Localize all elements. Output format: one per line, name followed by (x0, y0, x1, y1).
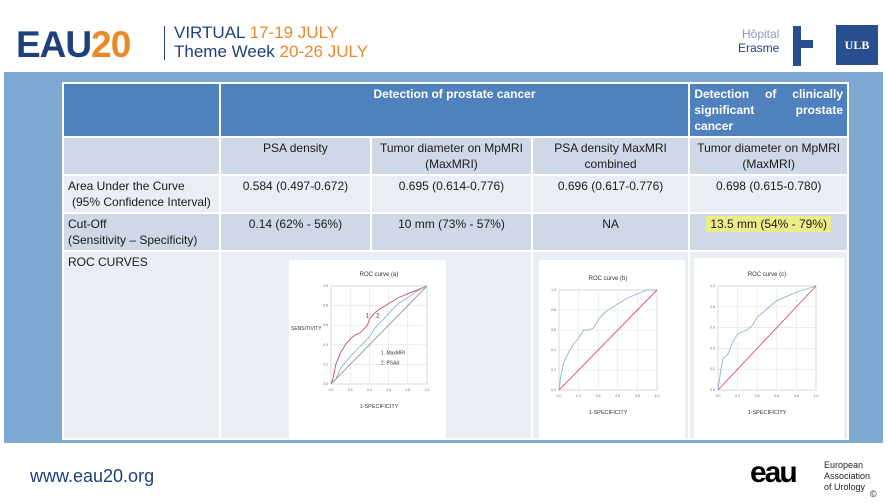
roc-series-line (717, 285, 817, 391)
group-header-detection: Detection of prostate cancer (218, 82, 691, 138)
row-label: Cut-Off (Sensitivity – Specificity) (62, 212, 221, 252)
cell: 0.698 (0.615-0.780) (688, 174, 849, 214)
roc-chart-b: ROC curve (b) 0.00.0 0.2 0.2 0.4 0.4 0.6 0.6 0.8… (538, 260, 685, 438)
y-tick-label: 1.0 (710, 284, 715, 288)
table-subheader-row: PSA density Tumor diameter on MpMRI (Max… (62, 136, 849, 176)
y-tick-label: 0.8 (551, 308, 556, 312)
y-tick-label: 0.4 (323, 343, 328, 347)
y-tick-label: 0.0 (551, 388, 556, 392)
y-tick-label: 0.0 (710, 388, 715, 392)
x-tick-label: 1.0 (814, 394, 819, 398)
cell: 0.695 (0.614-0.776) (370, 174, 533, 214)
roc-chart-c: ROC curve (c) 0.00.0 0.2 0.2 0.4 0.4 0.6 0.6 0.8… (694, 258, 845, 438)
slide-header: EAU20 VIRTUAL 17-19 JULY Theme Week 20-2… (0, 0, 888, 72)
chart-title: ROC curve (b) (588, 276, 627, 282)
roc-chart-a: ROC curve (a) 0.00.0 0.2 0.2 0.4 0.4 0.6 0.6 0.8… (288, 260, 446, 438)
x-tick-label: 0.6 (386, 388, 391, 392)
column-header: PSA density (218, 136, 373, 176)
empty-cell (62, 82, 221, 138)
empty-cell (62, 136, 221, 176)
y-tick-label: 0.6 (323, 323, 328, 327)
x-tick-label: 0.4 (367, 388, 372, 392)
y-tick-label: 0.8 (323, 304, 328, 308)
cell: 10 mm (73% - 57%) (370, 212, 533, 252)
y-tick-label: 1.0 (323, 284, 328, 288)
x-tick-label: 1.0 (424, 388, 429, 392)
event-tagline: VIRTUAL 17-19 JULY Theme Week 20-26 JULY (174, 23, 369, 61)
x-tick-label: 0.2 (347, 388, 352, 392)
curve-label: 1 (365, 313, 369, 319)
plot-area (330, 285, 427, 385)
y-tick-label: 0.6 (710, 326, 715, 330)
x-tick-label: 0.6 (615, 394, 620, 398)
x-tick-label: 0.8 (794, 394, 799, 398)
x-tick-label: 0.4 (596, 394, 601, 398)
eau-org-name: European Association of Urology (824, 460, 871, 492)
x-tick-label: 0.0 (328, 388, 333, 392)
x-tick-label: 0.2 (736, 394, 741, 398)
y-tick-label: 0.6 (551, 328, 556, 332)
table-row: Area Under the Curve (95% Confidence Inte… (62, 174, 849, 214)
chart-title: ROC curve (a) (359, 272, 398, 278)
plot-area (558, 289, 658, 391)
x-tick-label: 0.6 (775, 394, 780, 398)
x-axis-label: 1-SPECIFICITY (359, 404, 398, 410)
cell: 0.14 (62% - 56%) (218, 212, 373, 252)
y-tick-label: 0.4 (551, 348, 556, 352)
y-tick-label: 0.2 (323, 362, 328, 366)
column-header: PSA density MaxMRI combined (530, 136, 691, 176)
x-tick-label: 0.4 (755, 394, 760, 398)
roc-cell-c: ROC curve (c) 0.0 0.0 0.2 0.2 0.4 0.4 0.6 0.6 0.8… (688, 250, 849, 440)
x-tick-label: 0.2 (576, 394, 581, 398)
y-tick-label: 0.4 (710, 346, 715, 350)
x-tick-label: 0.8 (635, 394, 640, 398)
roc-cell-b: ROC curve (b) 0.0 0.0 0.2 0.2 0.4 0.4 0.6 0.6 0.8… (530, 250, 691, 440)
ulb-logo: ULB (836, 25, 878, 65)
erasme-mark-bar (793, 40, 813, 48)
eau-logo: eau (750, 456, 798, 489)
row-label: ROC CURVES (62, 250, 221, 440)
x-tick-label: 1.0 (654, 394, 659, 398)
copyright-symbol: © (870, 489, 877, 499)
table-row-roc: ROC CURVES ROC curve (a) 0.0 0.0 0.2 0.2 0.4 0… (62, 250, 849, 440)
cell-highlighted: 13.5 mm (54% - 79%) (688, 212, 849, 252)
y-tick-label: 0.2 (551, 368, 556, 372)
chart-title: ROC curve (c) (748, 272, 786, 278)
legend-item: 2. PSAd (381, 360, 400, 366)
roc-series-line (330, 285, 427, 385)
column-header: Tumor diameter on MpMRI (MaxMRI) (688, 136, 849, 176)
x-tick-label: 0.8 (405, 388, 410, 392)
x-axis-label: 1-SPECIFICITY (748, 410, 787, 416)
roc-series-line (330, 285, 427, 385)
plot-area (718, 285, 817, 391)
column-header: Tumor diameter on MpMRI (MaxMRI) (370, 136, 533, 176)
legend-item: 1. MaxMRI (381, 351, 405, 357)
y-tick-label: 0.8 (710, 305, 715, 309)
y-tick-label: 1.0 (551, 288, 556, 292)
roc-series-line (558, 289, 658, 391)
x-tick-label: 0.0 (716, 394, 721, 398)
x-axis-label: 1-SPECIFICITY (588, 410, 627, 416)
eau20-logo: EAU20 (16, 24, 131, 65)
roc-series-line (558, 289, 657, 391)
cell: NA (530, 212, 691, 252)
x-tick-label: 0.0 (556, 394, 561, 398)
curve-label: 2 (376, 313, 380, 319)
hopital-erasme-logo: Hôpital Erasme (738, 27, 780, 55)
roc-series-line (330, 285, 427, 385)
y-tick-label: 0.0 (323, 382, 328, 386)
table-header-row: Detection of prostate cancer Detection o… (62, 82, 849, 138)
results-table: Detection of prostate cancer Detection o… (62, 82, 849, 440)
table-row: Cut-Off (Sensitivity – Specificity) 0.14 … (62, 212, 849, 252)
y-tick-label: 0.2 (710, 367, 715, 371)
website-link[interactable]: www.eau20.org (30, 466, 155, 486)
roc-series-line (718, 285, 817, 391)
group-header-significant: Detection of clinically significant pros… (688, 82, 849, 138)
row-label: Area Under the Curve (95% Confidence Inte… (62, 174, 221, 214)
y-axis-label: SENSITIVITY (291, 326, 322, 332)
cell: 0.584 (0.497-0.672) (218, 174, 373, 214)
cell: 0.696 (0.617-0.776) (530, 174, 691, 214)
roc-cell-a: ROC curve (a) 0.0 0.0 0.2 0.2 0.4 0.4 0.6 0.6 0.8… (218, 250, 533, 440)
divider (164, 26, 165, 60)
